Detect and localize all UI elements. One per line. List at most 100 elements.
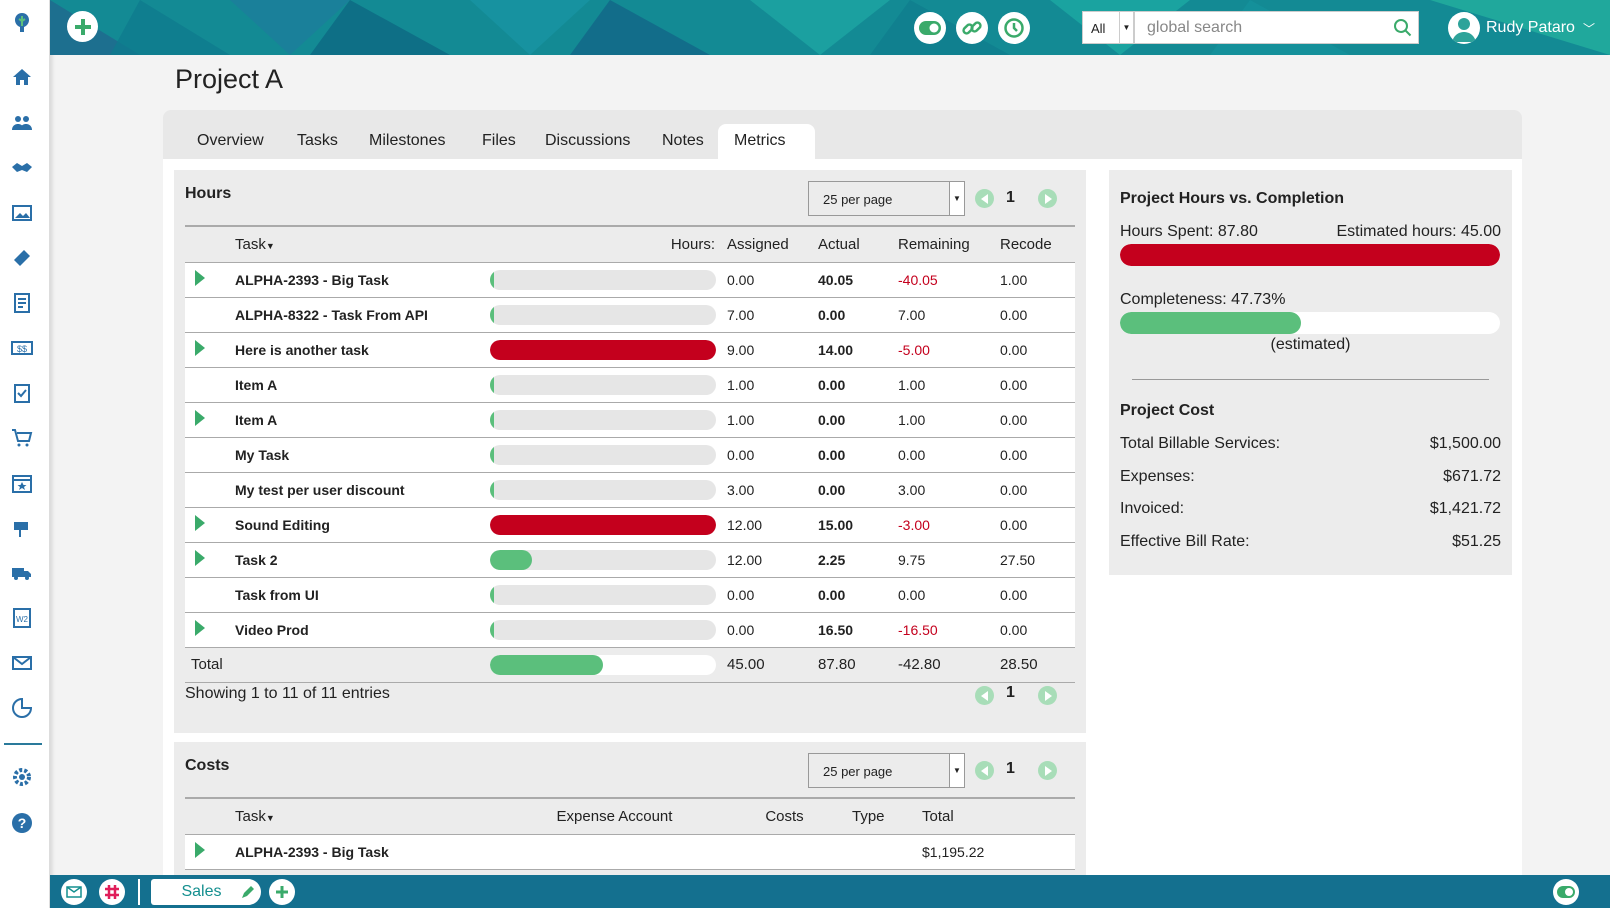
costs-per-page-select[interactable]: 25 per page ▼ bbox=[808, 753, 965, 788]
search-scope-select[interactable]: All ▼ bbox=[1082, 11, 1134, 44]
gear-icon[interactable] bbox=[9, 764, 35, 790]
calendar-icon[interactable] bbox=[9, 470, 35, 496]
assigned-value: 7.00 bbox=[727, 297, 818, 333]
tab-tasks[interactable]: Tasks bbox=[297, 132, 338, 149]
expand-icon[interactable] bbox=[195, 410, 205, 426]
expand-cell[interactable] bbox=[185, 612, 235, 648]
bottom-toggle-button[interactable] bbox=[1553, 879, 1579, 905]
next-page-button-bottom[interactable] bbox=[1038, 686, 1057, 705]
deals-icon[interactable] bbox=[9, 155, 35, 181]
contacts-icon[interactable] bbox=[9, 110, 35, 136]
edit-button[interactable] bbox=[235, 879, 261, 905]
col-assigned[interactable]: Assigned bbox=[727, 225, 818, 263]
billing-icon[interactable]: $$ bbox=[9, 335, 35, 361]
expand-cell[interactable] bbox=[185, 507, 235, 543]
reports-icon[interactable] bbox=[9, 695, 35, 721]
expand-icon[interactable] bbox=[195, 340, 205, 356]
page-number[interactable]: 1 bbox=[1006, 189, 1015, 206]
tab-overview[interactable]: Overview bbox=[197, 132, 264, 149]
w2-icon[interactable]: W2 bbox=[9, 605, 35, 631]
recode-value: 0.00 bbox=[1000, 332, 1075, 368]
completeness-progress-fill bbox=[1120, 312, 1302, 334]
col-actual[interactable]: Actual bbox=[818, 225, 898, 263]
expand-icon[interactable] bbox=[195, 842, 205, 858]
expand-icon[interactable] bbox=[195, 620, 205, 636]
expand-icon[interactable] bbox=[195, 515, 205, 531]
history-button[interactable] bbox=[998, 12, 1030, 44]
mail-icon[interactable] bbox=[9, 650, 35, 676]
tab-milestones[interactable]: Milestones bbox=[369, 132, 446, 149]
progress-cell bbox=[490, 402, 727, 438]
email-button[interactable] bbox=[61, 879, 87, 905]
cart-icon[interactable] bbox=[9, 425, 35, 451]
prev-page-button-bottom[interactable] bbox=[975, 686, 994, 705]
task-name: My test per user discount bbox=[235, 472, 490, 508]
col-total[interactable]: Total bbox=[922, 797, 1075, 835]
next-page-button[interactable] bbox=[1038, 189, 1057, 208]
search-icon[interactable] bbox=[1393, 18, 1413, 38]
slack-button[interactable] bbox=[99, 879, 125, 905]
hours-progress-bar bbox=[490, 444, 716, 465]
progress-cell bbox=[490, 332, 727, 368]
tab-files[interactable]: Files bbox=[482, 132, 516, 149]
col-costs[interactable]: Costs bbox=[717, 797, 852, 835]
ticket-icon[interactable] bbox=[9, 245, 35, 271]
quick-add-button[interactable] bbox=[67, 11, 98, 42]
expand-cell bbox=[185, 367, 235, 403]
hours-progress-bar bbox=[490, 479, 716, 500]
tab-notes[interactable]: Notes bbox=[662, 132, 704, 149]
toggle-button[interactable] bbox=[914, 12, 946, 44]
col-task[interactable]: Task▼ bbox=[235, 797, 512, 835]
expand-cell[interactable] bbox=[185, 332, 235, 368]
costs-page-number[interactable]: 1 bbox=[1006, 760, 1015, 777]
col-expense-account[interactable]: Expense Account bbox=[512, 797, 717, 835]
costs-prev-page-button[interactable] bbox=[975, 761, 994, 780]
prev-page-button[interactable] bbox=[975, 189, 994, 208]
actual-value: 0.00 bbox=[818, 402, 898, 438]
recode-value: 27.50 bbox=[1000, 542, 1075, 578]
page-number-bottom[interactable]: 1 bbox=[1006, 684, 1015, 701]
tab-discussions[interactable]: Discussions bbox=[545, 132, 631, 149]
logo-icon[interactable] bbox=[9, 10, 35, 36]
slack-icon bbox=[105, 885, 119, 899]
truck-icon[interactable] bbox=[9, 560, 35, 586]
gallery-icon[interactable] bbox=[9, 200, 35, 226]
hours-per-page-select[interactable]: 25 per page ▼ bbox=[808, 181, 965, 216]
search-input[interactable]: global search bbox=[1134, 11, 1419, 44]
expand-cell[interactable] bbox=[185, 834, 235, 870]
table-row: Item A 1.00 0.00 1.00 0.00 bbox=[185, 367, 1075, 403]
cost-costs bbox=[717, 834, 852, 870]
link-button[interactable] bbox=[956, 12, 988, 44]
col-remaining[interactable]: Remaining bbox=[898, 225, 1000, 263]
hours-progress-bar bbox=[490, 549, 716, 570]
expand-cell[interactable] bbox=[185, 262, 235, 298]
add-button[interactable] bbox=[269, 879, 295, 905]
checklist-icon[interactable] bbox=[9, 380, 35, 406]
help-icon[interactable]: ? bbox=[9, 810, 35, 836]
hours-progress-bar bbox=[490, 584, 716, 605]
invoice-icon[interactable] bbox=[9, 290, 35, 316]
toggle-icon bbox=[1557, 886, 1575, 898]
assigned-value: 12.00 bbox=[727, 542, 818, 578]
expand-cell[interactable] bbox=[185, 542, 235, 578]
plus-icon bbox=[276, 886, 288, 898]
col-type[interactable]: Type bbox=[852, 797, 922, 835]
col-recode[interactable]: Recode bbox=[1000, 225, 1075, 263]
link-icon bbox=[962, 21, 982, 35]
user-menu[interactable]: Rudy Pataro ﹀ bbox=[1448, 12, 1595, 44]
estimated-hours: Estimated hours: 45.00 bbox=[1336, 223, 1501, 240]
actual-value: 0.00 bbox=[818, 472, 898, 508]
mailbox-icon[interactable] bbox=[9, 515, 35, 541]
table-header-row: Task▼ Expense Account Costs Type Total bbox=[185, 797, 1075, 835]
costs-next-page-button[interactable] bbox=[1038, 761, 1057, 780]
tab-metrics[interactable]: Metrics bbox=[718, 124, 815, 160]
home-icon[interactable] bbox=[9, 64, 35, 90]
expand-icon[interactable] bbox=[195, 270, 205, 286]
expand-cell[interactable] bbox=[185, 402, 235, 438]
col-task[interactable]: Task▼ bbox=[235, 225, 490, 263]
svg-text:?: ? bbox=[18, 815, 27, 831]
expand-cell bbox=[185, 472, 235, 508]
assigned-value: 9.00 bbox=[727, 332, 818, 368]
table-row: My test per user discount 3.00 0.00 3.00 0.0… bbox=[185, 472, 1075, 508]
expand-icon[interactable] bbox=[195, 550, 205, 566]
